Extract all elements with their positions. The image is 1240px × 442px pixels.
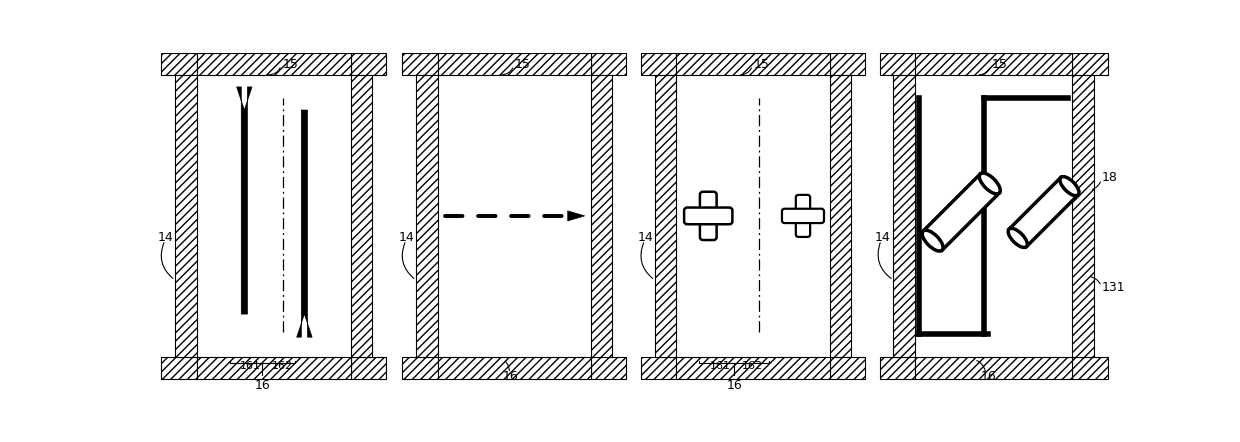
Text: 161: 161 xyxy=(241,361,260,371)
Text: 14: 14 xyxy=(874,231,890,244)
Text: 15: 15 xyxy=(754,58,769,71)
Bar xyxy=(915,53,1073,75)
Ellipse shape xyxy=(1008,229,1027,248)
Bar xyxy=(641,53,676,75)
Text: 14: 14 xyxy=(637,231,653,244)
Text: 162: 162 xyxy=(273,361,294,371)
Bar xyxy=(676,357,830,379)
Bar xyxy=(438,357,590,379)
Bar xyxy=(1073,75,1094,357)
Bar xyxy=(590,53,626,75)
FancyBboxPatch shape xyxy=(699,192,717,240)
Bar xyxy=(879,53,915,75)
FancyBboxPatch shape xyxy=(796,195,810,237)
Bar xyxy=(161,357,197,379)
Bar xyxy=(590,75,613,357)
Ellipse shape xyxy=(980,173,1001,194)
FancyBboxPatch shape xyxy=(684,208,733,224)
Bar xyxy=(676,75,830,357)
Polygon shape xyxy=(923,174,999,250)
Text: 16: 16 xyxy=(981,370,996,383)
Text: 161: 161 xyxy=(709,361,730,371)
Bar xyxy=(641,357,676,379)
Text: 15: 15 xyxy=(283,58,299,71)
Bar xyxy=(402,53,438,75)
Bar xyxy=(438,75,590,357)
Bar xyxy=(655,75,676,357)
Text: 15: 15 xyxy=(992,58,1008,71)
Bar xyxy=(830,53,866,75)
Text: 16: 16 xyxy=(727,379,742,392)
Bar xyxy=(417,75,438,357)
Ellipse shape xyxy=(923,230,944,251)
Polygon shape xyxy=(296,110,312,337)
Bar xyxy=(438,53,590,75)
Text: 16: 16 xyxy=(254,379,270,392)
Bar xyxy=(351,357,386,379)
Ellipse shape xyxy=(1060,177,1079,196)
Bar xyxy=(879,357,915,379)
Bar xyxy=(351,53,386,75)
Text: 16: 16 xyxy=(503,370,518,383)
Polygon shape xyxy=(237,87,252,314)
Bar xyxy=(830,357,866,379)
Text: 131: 131 xyxy=(1101,282,1125,294)
Text: 14: 14 xyxy=(157,231,174,244)
Bar xyxy=(1073,53,1107,75)
Bar xyxy=(402,357,438,379)
Bar xyxy=(351,75,372,357)
Bar xyxy=(676,53,830,75)
Bar xyxy=(915,75,1073,357)
Bar xyxy=(590,357,626,379)
Bar xyxy=(197,53,351,75)
Text: 14: 14 xyxy=(399,231,415,244)
Bar xyxy=(175,75,197,357)
Bar xyxy=(1073,357,1107,379)
Bar xyxy=(894,75,915,357)
Bar xyxy=(197,75,351,357)
Text: 15: 15 xyxy=(515,58,531,71)
Bar xyxy=(197,357,351,379)
Polygon shape xyxy=(568,211,585,221)
FancyBboxPatch shape xyxy=(782,209,825,223)
Text: 18: 18 xyxy=(1101,171,1117,184)
Text: 162: 162 xyxy=(742,361,763,371)
Bar xyxy=(161,53,197,75)
Polygon shape xyxy=(1009,178,1078,247)
Bar xyxy=(915,357,1073,379)
Bar xyxy=(830,75,851,357)
